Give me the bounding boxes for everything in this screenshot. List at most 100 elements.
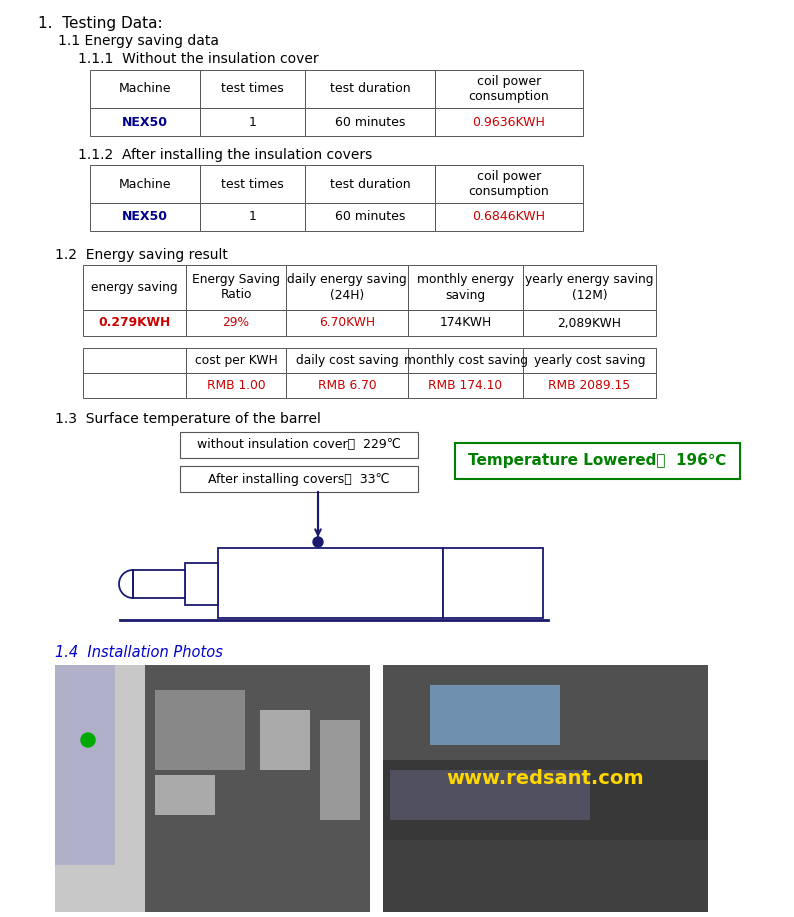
Text: Machine: Machine	[119, 178, 172, 191]
Text: test duration: test duration	[330, 83, 410, 95]
Bar	[155, 775, 215, 815]
Text: 60 minutes: 60 minutes	[335, 211, 405, 224]
Bar	[383, 665, 708, 912]
Text: Machine: Machine	[119, 83, 172, 95]
Text: 1.3  Surface temperature of the barrel: 1.3 Surface temperature of the barrel	[55, 412, 321, 426]
Text: test times: test times	[221, 178, 284, 191]
Text: 1.1.1  Without the insulation cover: 1.1.1 Without the insulation cover	[78, 52, 318, 66]
Text: test duration: test duration	[330, 178, 410, 191]
Bar	[55, 665, 115, 865]
Bar	[83, 310, 186, 336]
Bar	[286, 373, 408, 398]
Bar	[145, 665, 370, 912]
Bar	[90, 165, 200, 203]
Text: 1.  Testing Data:: 1. Testing Data:	[38, 16, 163, 31]
Bar	[155, 690, 245, 770]
Text: 174KWH: 174KWH	[439, 316, 491, 329]
Text: 1.1.2  After installing the insulation covers: 1.1.2 After installing the insulation co…	[78, 148, 372, 162]
Text: without insulation cover：  229℃: without insulation cover： 229℃	[197, 438, 401, 451]
Bar	[383, 760, 708, 840]
Bar	[286, 310, 408, 336]
Text: After installing covers：  33℃: After installing covers： 33℃	[208, 472, 390, 485]
Text: daily energy saving
(24H): daily energy saving (24H)	[287, 273, 407, 302]
Text: 0.279KWH: 0.279KWH	[98, 316, 171, 329]
Bar	[200, 165, 305, 203]
Bar	[200, 108, 305, 136]
Bar	[408, 265, 523, 310]
Text: 1.2  Energy saving result: 1.2 Energy saving result	[55, 248, 228, 262]
Text: Energy Saving
Ratio: Energy Saving Ratio	[192, 273, 280, 302]
Text: 1.4  Installation Photos: 1.4 Installation Photos	[55, 645, 223, 660]
Bar	[408, 310, 523, 336]
Bar	[55, 665, 370, 912]
Bar	[305, 70, 435, 108]
Bar	[435, 70, 583, 108]
Bar	[83, 348, 186, 373]
Bar	[133, 570, 185, 598]
Bar	[305, 203, 435, 231]
Bar	[523, 310, 656, 336]
Text: daily cost saving: daily cost saving	[295, 354, 399, 367]
Bar	[383, 665, 708, 765]
Text: test times: test times	[221, 83, 284, 95]
Text: 6.70KWH: 6.70KWH	[319, 316, 375, 329]
Bar	[90, 70, 200, 108]
Bar	[180, 432, 418, 458]
Bar	[443, 548, 543, 618]
Text: 1: 1	[249, 116, 256, 128]
Bar	[90, 108, 200, 136]
Bar	[55, 665, 145, 912]
Bar	[90, 203, 200, 231]
Bar	[286, 265, 408, 310]
Bar	[305, 108, 435, 136]
Circle shape	[313, 537, 323, 547]
Bar	[185, 563, 218, 605]
Text: Temperature Lowered：  196℃: Temperature Lowered： 196℃	[468, 454, 727, 469]
Bar	[186, 373, 286, 398]
Text: NEX50: NEX50	[122, 211, 168, 224]
Text: RMB 1.00: RMB 1.00	[206, 379, 265, 392]
Bar	[435, 108, 583, 136]
Bar	[390, 770, 590, 820]
Text: 0.6846KWH: 0.6846KWH	[472, 211, 545, 224]
Bar	[435, 203, 583, 231]
Bar	[320, 720, 360, 820]
Bar	[200, 203, 305, 231]
Bar	[408, 348, 523, 373]
Text: RMB 6.70: RMB 6.70	[318, 379, 376, 392]
Bar	[186, 310, 286, 336]
Bar	[523, 265, 656, 310]
Text: yearly energy saving
(12M): yearly energy saving (12M)	[526, 273, 653, 302]
Text: 29%: 29%	[222, 316, 249, 329]
Text: RMB 174.10: RMB 174.10	[429, 379, 503, 392]
Bar	[523, 348, 656, 373]
Bar	[305, 165, 435, 203]
Bar	[408, 373, 523, 398]
Text: coil power
consumption: coil power consumption	[468, 170, 549, 198]
Text: 2,089KWH: 2,089KWH	[557, 316, 622, 329]
Text: 0.9636KWH: 0.9636KWH	[472, 116, 545, 128]
Text: 60 minutes: 60 minutes	[335, 116, 405, 128]
Text: monthly cost saving: monthly cost saving	[403, 354, 527, 367]
Text: energy saving: energy saving	[91, 281, 178, 294]
Text: yearly cost saving: yearly cost saving	[534, 354, 646, 367]
Circle shape	[81, 733, 95, 747]
Text: 1.1 Energy saving data: 1.1 Energy saving data	[58, 34, 219, 48]
Bar	[180, 466, 418, 492]
Bar	[260, 710, 310, 770]
Text: cost per KWH: cost per KWH	[195, 354, 277, 367]
Bar	[523, 373, 656, 398]
Bar	[83, 373, 186, 398]
Bar	[186, 348, 286, 373]
Text: NEX50: NEX50	[122, 116, 168, 128]
Text: www.redsant.com: www.redsant.com	[447, 769, 644, 788]
Bar	[218, 548, 443, 618]
Text: coil power
consumption: coil power consumption	[468, 75, 549, 103]
Bar	[430, 685, 560, 745]
Text: RMB 2089.15: RMB 2089.15	[549, 379, 630, 392]
Bar	[455, 443, 740, 479]
Text: monthly energy
saving: monthly energy saving	[417, 273, 514, 302]
Bar	[435, 165, 583, 203]
Bar	[83, 265, 186, 310]
Text: 1: 1	[249, 211, 256, 224]
